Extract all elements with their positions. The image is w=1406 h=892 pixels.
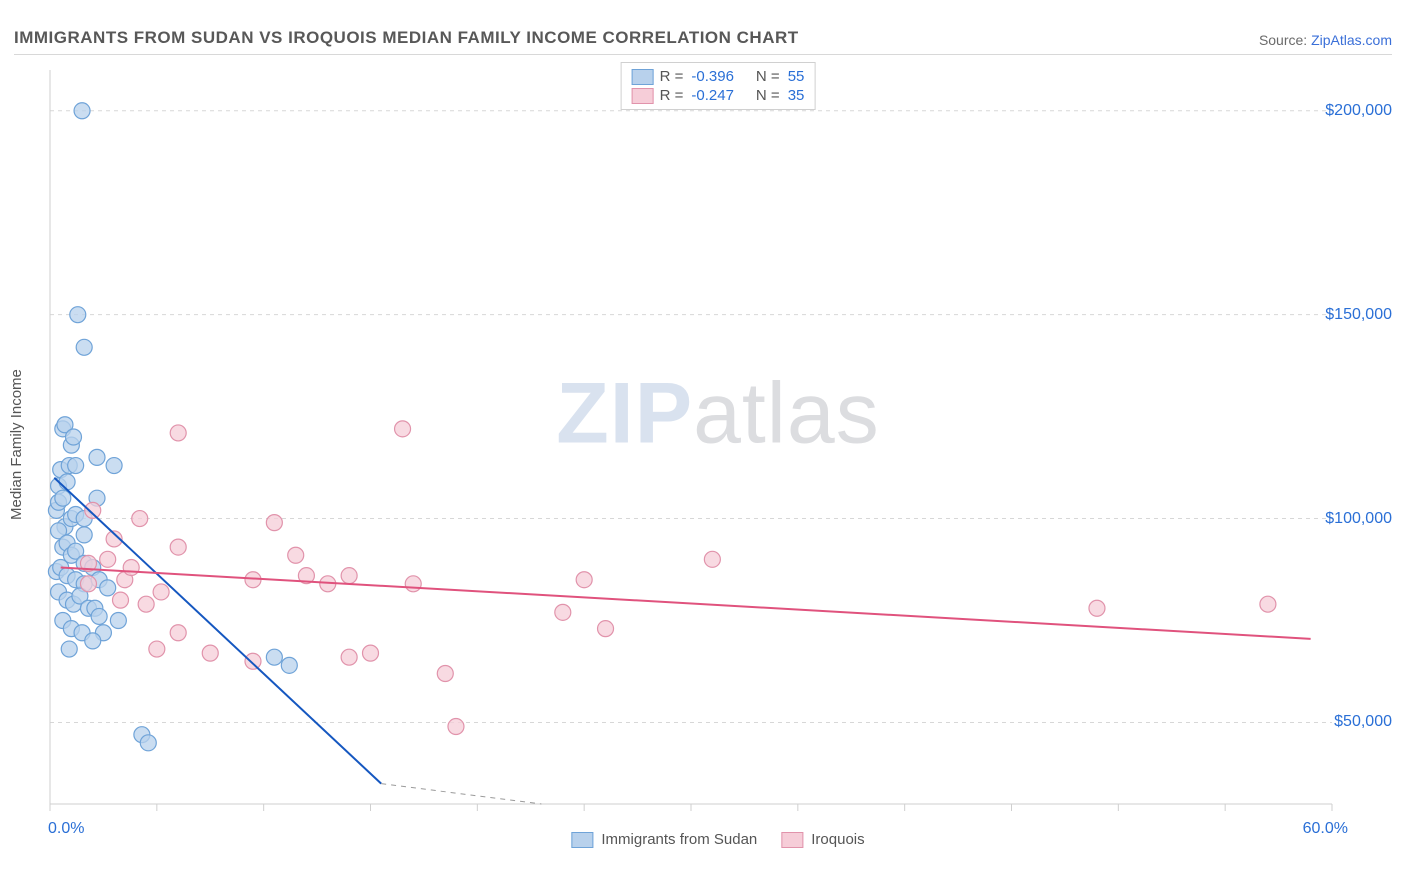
x-axis-min-label: 0.0% xyxy=(48,820,84,838)
legend-n-value: 55 xyxy=(788,68,805,85)
header-bar: IMMIGRANTS FROM SUDAN VS IROQUOIS MEDIAN… xyxy=(14,18,1392,55)
series-legend-item: Iroquois xyxy=(781,831,864,848)
legend-swatch xyxy=(781,832,803,848)
y-tick-label: $200,000 xyxy=(1325,102,1392,120)
series-legend-label: Immigrants from Sudan xyxy=(601,831,757,848)
series-legend-label: Iroquois xyxy=(811,831,864,848)
chart-svg xyxy=(46,62,1390,844)
y-tick-label: $150,000 xyxy=(1325,306,1392,324)
legend-r-value: -0.396 xyxy=(691,68,734,85)
series-legend: Immigrants from Sudan Iroquois xyxy=(571,831,864,848)
x-axis-max-label: 60.0% xyxy=(1303,820,1348,838)
legend-r-label: R = xyxy=(660,87,684,104)
source-attribution: Source: ZipAtlas.com xyxy=(1259,32,1392,48)
legend-n-label: N = xyxy=(756,87,780,104)
legend-r-value: -0.247 xyxy=(691,87,734,104)
y-axis-label: Median Family Income xyxy=(8,369,25,520)
source-link[interactable]: ZipAtlas.com xyxy=(1311,32,1392,48)
chart-title: IMMIGRANTS FROM SUDAN VS IROQUOIS MEDIAN… xyxy=(14,28,799,48)
series-legend-item: Immigrants from Sudan xyxy=(571,831,757,848)
legend-swatch xyxy=(632,88,654,104)
y-tick-label: $100,000 xyxy=(1325,510,1392,528)
chart-plot: ZIPatlas $50,000$100,000$150,000$200,000… xyxy=(46,62,1390,844)
legend-swatch xyxy=(632,69,654,85)
legend-r-label: R = xyxy=(660,68,684,85)
legend-n-value: 35 xyxy=(788,87,805,104)
legend-n-label: N = xyxy=(756,68,780,85)
legend-row: R = -0.247 N = 35 xyxy=(632,86,805,105)
correlation-legend: R = -0.396 N = 55 R = -0.247 N = 35 xyxy=(621,62,816,110)
source-label: Source: xyxy=(1259,32,1307,48)
y-tick-label: $50,000 xyxy=(1334,713,1392,731)
legend-swatch xyxy=(571,832,593,848)
legend-row: R = -0.396 N = 55 xyxy=(632,67,805,86)
